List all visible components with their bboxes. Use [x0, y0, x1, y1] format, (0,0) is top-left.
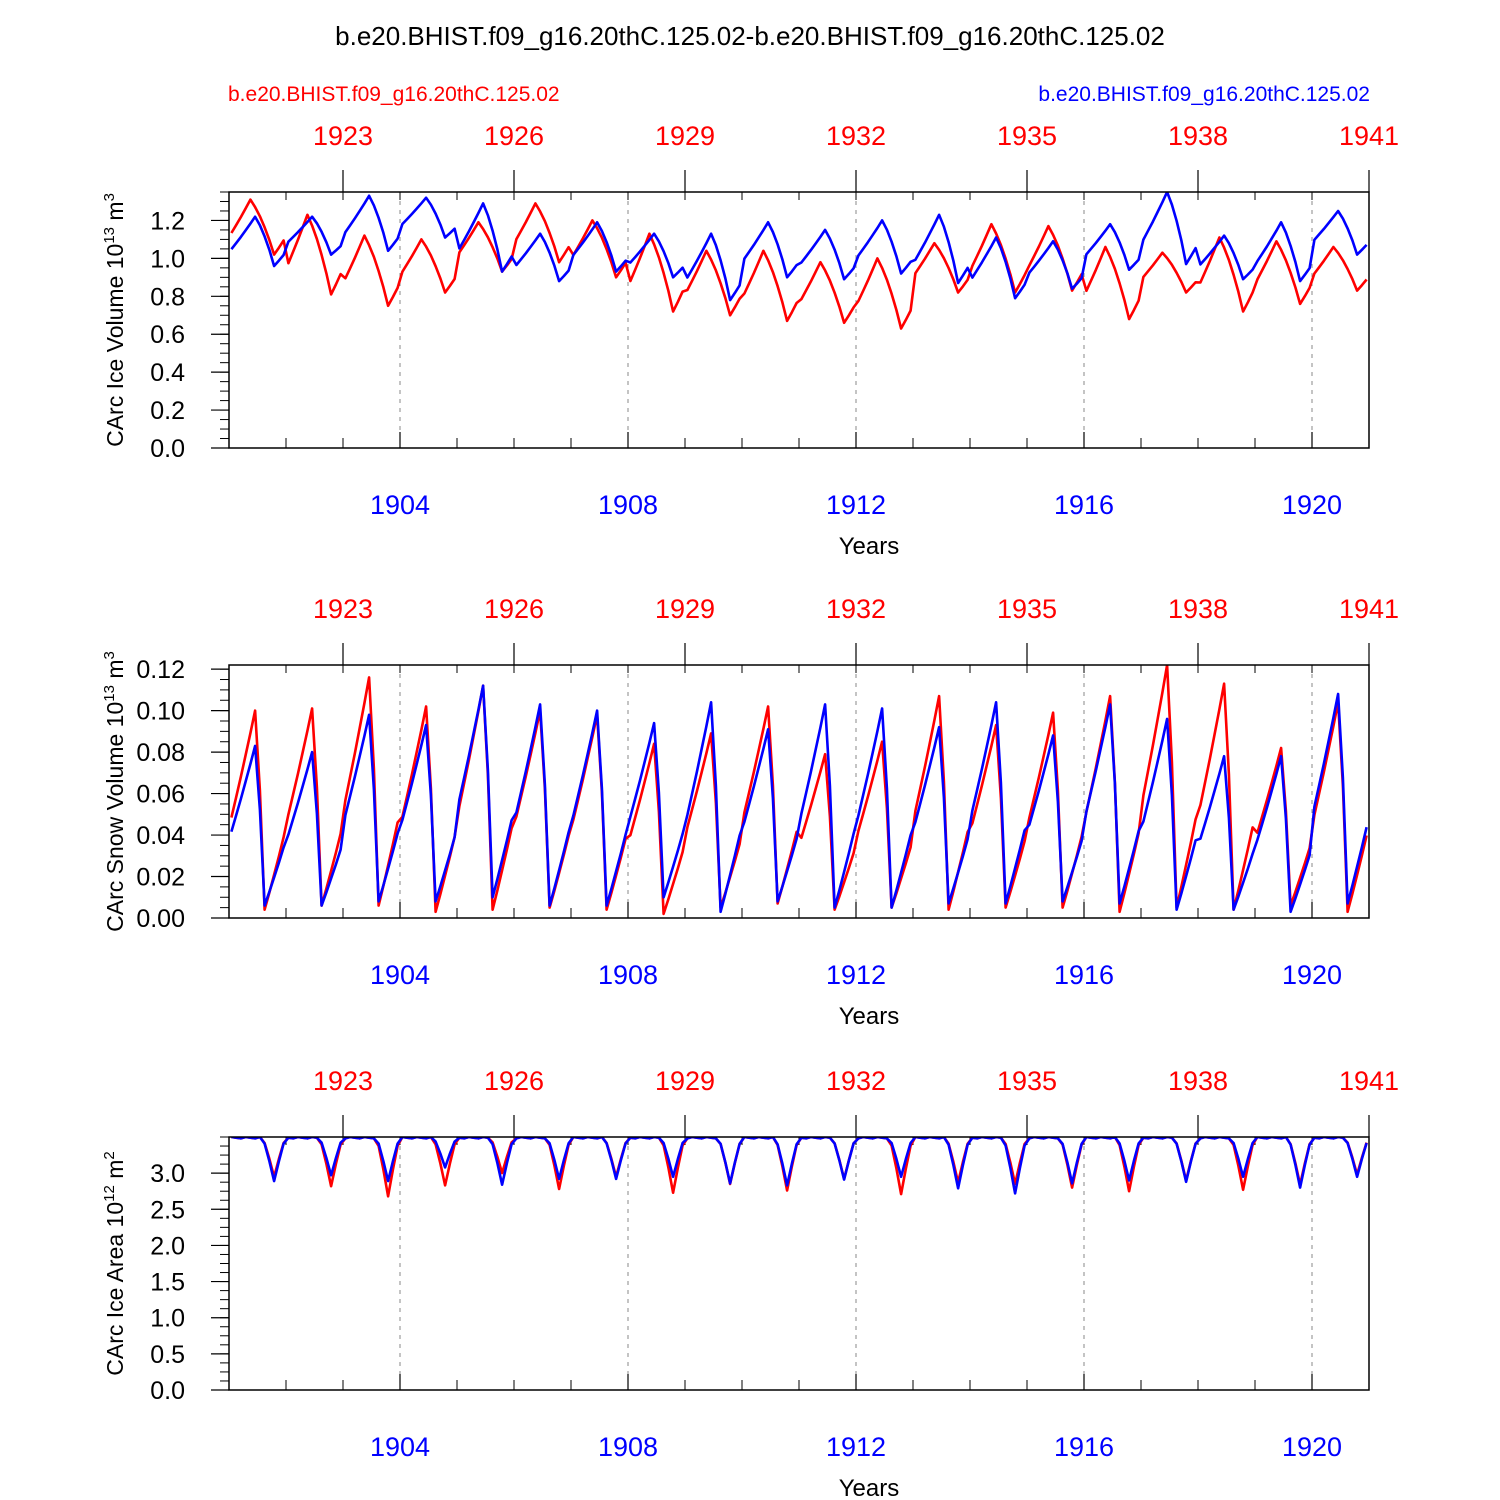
- y-tick-label: 0.8: [150, 283, 185, 311]
- x-tick-label-top: 1932: [826, 594, 886, 624]
- x-tick-label-top: 1929: [655, 594, 715, 624]
- legend-right-label: b.e20.BHIST.f09_g16.20thC.125.02: [1038, 83, 1370, 106]
- y-tick-label: 0.12: [136, 656, 185, 684]
- panel-ice-volume: 1904 1908 1912 1916 1920 1923 1926 1929 1932 1935…: [101, 121, 1399, 560]
- series-line-blue: [230, 192, 1368, 302]
- y-axis-label-main: CArc Ice Volume 10: [102, 244, 128, 447]
- plot-frame: [228, 191, 1370, 449]
- x-tick-label-bottom: 1920: [1282, 490, 1342, 520]
- x-tick-label-top: 1926: [484, 121, 544, 151]
- x-tick-label-top: 1932: [826, 121, 886, 151]
- x-axis-label: Years: [839, 533, 900, 560]
- plot-frame: [228, 664, 1370, 919]
- x-tick-label-top: 1923: [313, 1066, 373, 1096]
- x-axis-label: Years: [839, 1475, 900, 1500]
- figure-title: b.e20.BHIST.f09_g16.20thC.125.02-b.e20.B…: [335, 21, 1165, 51]
- x-tick-label-bottom: 1908: [598, 490, 658, 520]
- x-tick-label-top: 1938: [1168, 1066, 1228, 1096]
- series-line-blue: [230, 684, 1368, 914]
- y-tick-label: 0.02: [136, 864, 185, 892]
- x-tick-label-bottom: 1916: [1054, 490, 1114, 520]
- y-axis-label-exponent: 13: [101, 685, 118, 702]
- y-tick-label: 0.0: [150, 1377, 185, 1405]
- y-tick-label: 3.0: [150, 1160, 185, 1188]
- y-axis-label-unit-exponent: 2: [101, 1151, 118, 1159]
- y-tick-label: 0.06: [136, 781, 185, 809]
- x-tick-label-bottom: 1912: [826, 960, 886, 990]
- x-tick-label-top: 1935: [997, 594, 1057, 624]
- y-tick-label: 1.0: [150, 1305, 185, 1333]
- panel-ice-area: 1904 1908 1912 1916 1920 1923 1926 1929 1932 1935…: [101, 1066, 1399, 1500]
- x-tick-label-top: 1923: [313, 594, 373, 624]
- x-tick-label-top: 1926: [484, 1066, 544, 1096]
- x-tick-label-bottom: 1916: [1054, 1432, 1114, 1462]
- x-tick-label-bottom: 1908: [598, 960, 658, 990]
- y-axis-label-unit-exponent: 3: [101, 193, 118, 201]
- y-tick-label: 2.0: [150, 1232, 185, 1260]
- y-axis-label: CArc Ice Area 1012 m2: [101, 1151, 128, 1375]
- y-axis-label: CArc Ice Volume 1013 m3: [101, 193, 128, 447]
- x-tick-label-top: 1929: [655, 1066, 715, 1096]
- legend-left-label: b.e20.BHIST.f09_g16.20thC.125.02: [228, 83, 560, 106]
- x-tick-label-top: 1923: [313, 121, 373, 151]
- y-tick-label: 1.5: [150, 1269, 185, 1297]
- x-tick-label-bottom: 1912: [826, 490, 886, 520]
- x-tick-label-bottom: 1916: [1054, 960, 1114, 990]
- x-tick-label-bottom: 1920: [1282, 1432, 1342, 1462]
- y-tick-label: 0.5: [150, 1341, 185, 1369]
- y-tick-label: 0.08: [136, 739, 185, 767]
- x-tick-label-bottom: 1904: [370, 960, 430, 990]
- y-axis-label-unit: m: [102, 1160, 128, 1186]
- x-tick-label-top: 1935: [997, 1066, 1057, 1096]
- y-axis-label-unit: m: [102, 201, 128, 227]
- y-tick-label: 0.10: [136, 698, 185, 726]
- series-line-red: [230, 198, 1368, 330]
- panel-snow-volume: 1904 1908 1912 1916 1920 1923 1926 1929 1932 1935…: [101, 594, 1399, 1030]
- y-axis-label-main: CArc Ice Area 10: [102, 1202, 128, 1376]
- y-tick-label: 0.00: [136, 905, 185, 933]
- y-tick-label: 0.2: [150, 397, 185, 425]
- y-axis-label-unit: m: [102, 659, 128, 685]
- y-axis-label-exponent: 12: [101, 1185, 118, 1202]
- y-axis-label-unit-exponent: 3: [101, 651, 118, 659]
- y-tick-label: 1.2: [150, 207, 185, 235]
- y-axis-label-main: CArc Snow Volume 10: [102, 702, 128, 932]
- x-tick-label-top: 1926: [484, 594, 544, 624]
- x-tick-label-top: 1929: [655, 121, 715, 151]
- y-tick-label: 0.04: [136, 822, 185, 850]
- y-tick-label: 2.5: [150, 1196, 185, 1224]
- x-tick-label-top: 1938: [1168, 594, 1228, 624]
- series-line-red: [230, 665, 1368, 916]
- y-tick-label: 1.0: [150, 245, 185, 273]
- y-tick-label: 0.4: [150, 359, 185, 387]
- y-tick-label: 0.6: [150, 321, 185, 349]
- x-tick-label-top: 1941: [1339, 1066, 1399, 1096]
- x-tick-label-top: 1932: [826, 1066, 886, 1096]
- x-axis-label: Years: [839, 1003, 900, 1030]
- x-tick-label-top: 1938: [1168, 121, 1228, 151]
- y-tick-label: 0.0: [150, 435, 185, 463]
- x-tick-label-bottom: 1904: [370, 1432, 430, 1462]
- y-axis-label-exponent: 13: [101, 227, 118, 244]
- x-tick-label-bottom: 1912: [826, 1432, 886, 1462]
- plot-frame: [228, 1136, 1370, 1391]
- x-tick-label-top: 1941: [1339, 594, 1399, 624]
- x-tick-label-bottom: 1908: [598, 1432, 658, 1462]
- x-tick-label-bottom: 1920: [1282, 960, 1342, 990]
- x-tick-label-bottom: 1904: [370, 490, 430, 520]
- series-line-blue: [231, 1137, 1368, 1195]
- x-tick-label-top: 1941: [1339, 121, 1399, 151]
- y-axis-label: CArc Snow Volume 1013 m3: [101, 651, 128, 932]
- x-tick-label-top: 1935: [997, 121, 1057, 151]
